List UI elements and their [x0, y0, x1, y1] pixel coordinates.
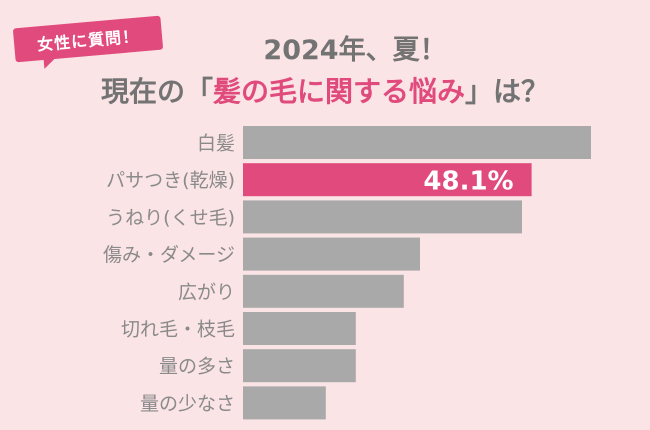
- bar-4: [243, 274, 404, 308]
- bar-5: [243, 312, 356, 345]
- title-suffix: 」は？: [465, 75, 550, 108]
- title-highlight: 髪の毛に関する悩み: [212, 75, 465, 108]
- highlight-value-label: 48.1%: [423, 167, 513, 197]
- category-label-6: 量の多さ: [159, 356, 235, 378]
- category-label-2: うねり(くせ毛): [106, 207, 235, 229]
- bar-6: [243, 349, 356, 383]
- chart-title-line2: 現在の「髪の毛に関する悩み」は？: [0, 70, 650, 110]
- category-label-3: 傷み・ダメージ: [103, 244, 235, 266]
- category-label-0: 白髪: [197, 133, 235, 155]
- category-label-5: 切れ毛・枝毛: [121, 319, 235, 341]
- category-label-7: 量の少なさ: [140, 393, 235, 415]
- bar-0: [243, 126, 591, 159]
- category-label-4: 広がり: [178, 281, 235, 303]
- title-prefix: 現在の「: [100, 75, 213, 108]
- bar-1: [243, 163, 532, 197]
- category-label-1: パサつき(乾燥): [106, 170, 235, 192]
- bar-3: [243, 237, 420, 271]
- chart-title-line1: 2024年、夏！: [263, 35, 447, 66]
- bar-2: [243, 200, 522, 234]
- bar-7: [243, 386, 326, 420]
